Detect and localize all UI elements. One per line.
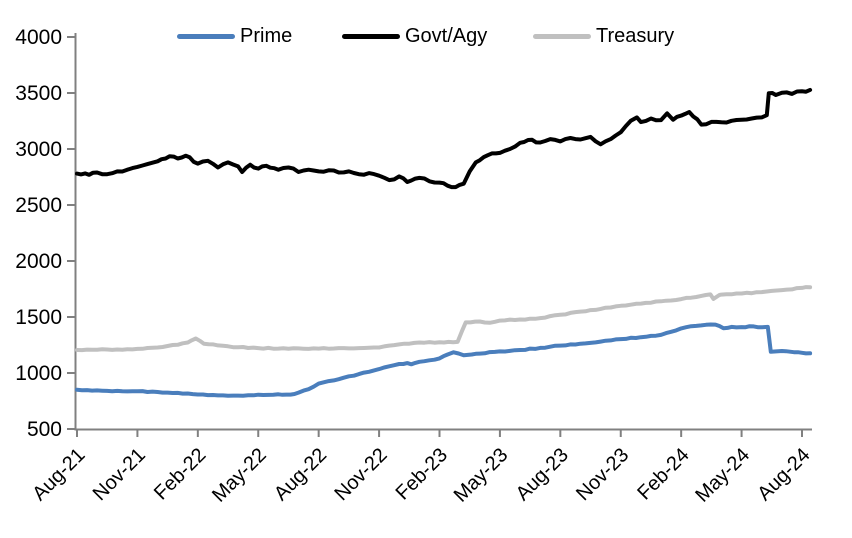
legend-item-treasury: Treasury <box>533 24 674 48</box>
legend-label-treasury: Treasury <box>596 24 675 47</box>
svg-text:1000: 1000 <box>15 362 62 385</box>
treasury-line-swatch-icon <box>533 33 591 39</box>
svg-text:May-24: May-24 <box>691 444 754 507</box>
svg-text:2000: 2000 <box>15 250 62 273</box>
govt-agy-line-swatch-icon <box>342 33 400 39</box>
svg-text:500: 500 <box>27 418 62 441</box>
svg-text:Feb-22: Feb-22 <box>150 444 210 504</box>
legend-label-prime: Prime <box>240 24 293 47</box>
svg-text:Nov-21: Nov-21 <box>89 444 150 505</box>
svg-text:Aug-22: Aug-22 <box>270 444 331 505</box>
svg-text:May-23: May-23 <box>450 444 513 507</box>
legend-item-prime: Prime <box>177 24 292 48</box>
svg-text:3500: 3500 <box>15 82 62 105</box>
legend-label-govt-agy: Govt/Agy <box>405 24 488 47</box>
svg-text:Feb-24: Feb-24 <box>633 444 693 504</box>
svg-text:Aug-21: Aug-21 <box>28 444 89 505</box>
chart-legend: Prime Govt/Agy Treasury <box>0 24 852 48</box>
svg-text:Aug-24: Aug-24 <box>753 444 814 505</box>
svg-text:2500: 2500 <box>15 194 62 217</box>
svg-text:May-22: May-22 <box>208 444 271 507</box>
legend-item-govt-agy: Govt/Agy <box>342 24 487 48</box>
svg-text:Aug-23: Aug-23 <box>512 444 573 505</box>
svg-text:Nov-23: Nov-23 <box>572 444 633 505</box>
svg-text:Feb-23: Feb-23 <box>392 444 452 504</box>
prime-line-swatch-icon <box>177 33 235 39</box>
svg-text:4000: 4000 <box>15 26 62 49</box>
svg-text:Nov-22: Nov-22 <box>330 444 391 505</box>
svg-text:3000: 3000 <box>15 138 62 161</box>
svg-text:1500: 1500 <box>15 306 62 329</box>
